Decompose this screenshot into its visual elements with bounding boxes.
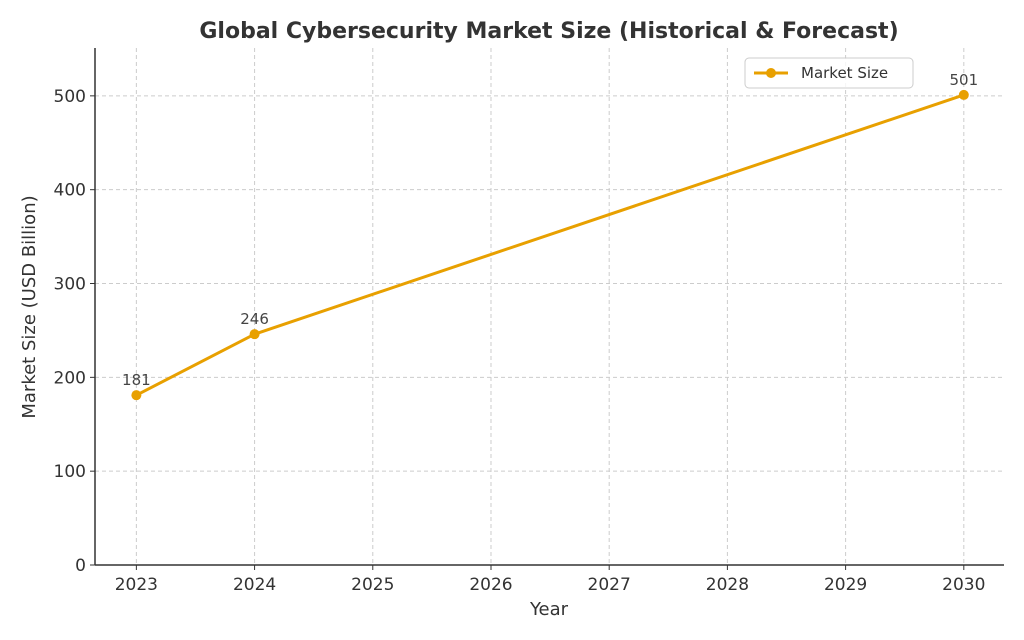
data-point-2023 [131,390,142,401]
legend: Market Size [744,57,914,89]
x-tick-label-2030: 2030 [942,575,985,595]
data-label-2023: 181 [122,371,151,389]
legend-marker-icon [766,68,776,78]
x-axis-ticks: 2023 2024 2025 2026 2027 2028 2029 2030 [115,565,985,595]
grid [95,48,1004,566]
data-label-2030: 501 [949,71,978,89]
data-point-2024 [249,329,260,340]
x-tick-label-2028: 2028 [706,575,749,595]
y-tick-label-500: 500 [54,87,86,107]
x-axis-label: Year [529,599,569,620]
series-group: 181 246 501 [122,71,978,401]
y-tick-label-0: 0 [75,556,86,576]
x-tick-label-2023: 2023 [115,575,158,595]
y-tick-label-100: 100 [54,462,86,482]
chart-title: Global Cybersecurity Market Size (Histor… [199,19,898,44]
y-tick-label-200: 200 [54,368,86,388]
legend-box [744,57,914,89]
x-tick-label-2026: 2026 [469,575,512,595]
data-point-2030 [958,89,969,100]
x-tick-label-2027: 2027 [588,575,631,595]
x-tick-label-2024: 2024 [233,575,276,595]
x-tick-label-2029: 2029 [824,575,867,595]
y-axis-label: Market Size (USD Billion) [19,195,40,418]
y-tick-label-300: 300 [54,275,86,295]
data-label-2024: 246 [240,310,269,328]
y-tick-label-400: 400 [54,181,86,201]
x-tick-label-2025: 2025 [351,575,394,595]
y-axis-ticks: 0 100 200 300 400 500 [54,87,95,576]
series-line-0 [135,93,965,397]
legend-entry-market-size: Market Size [801,64,888,82]
axes [94,48,1004,566]
